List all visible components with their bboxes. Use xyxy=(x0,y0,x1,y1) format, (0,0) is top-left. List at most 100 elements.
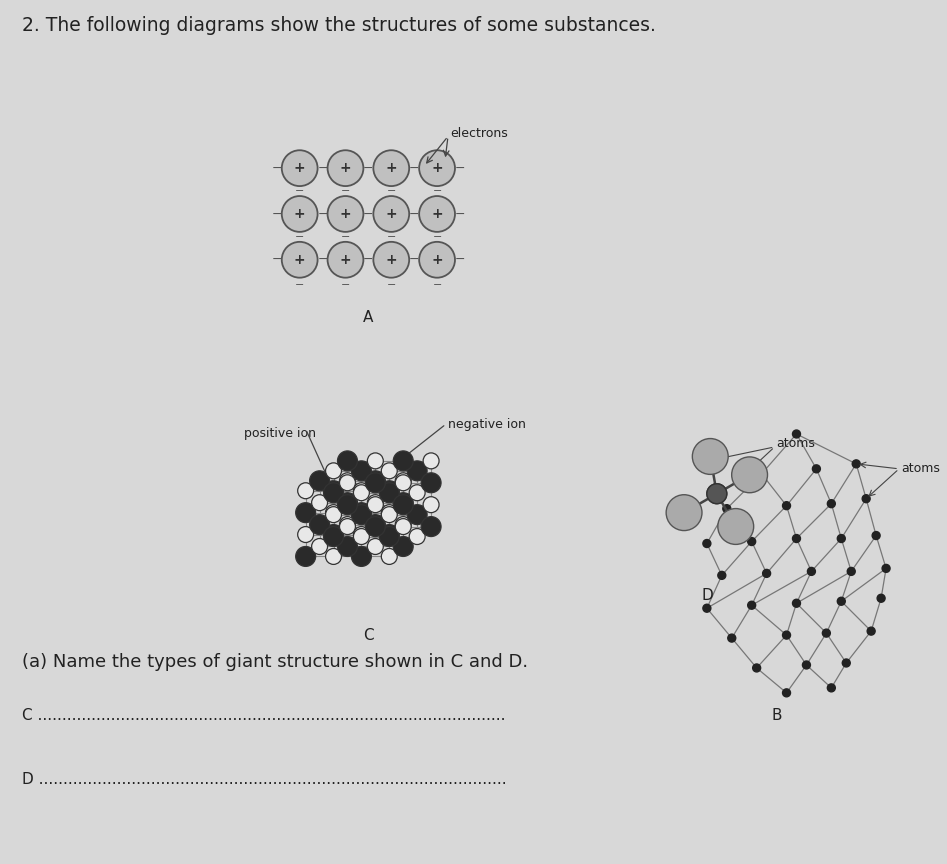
Circle shape xyxy=(828,499,835,508)
Circle shape xyxy=(837,535,846,543)
Circle shape xyxy=(282,242,317,277)
Text: −: − xyxy=(433,232,441,242)
Text: −: − xyxy=(317,253,328,266)
Circle shape xyxy=(782,631,791,639)
Circle shape xyxy=(328,196,364,232)
Circle shape xyxy=(326,463,342,479)
Circle shape xyxy=(395,475,411,491)
Text: +: + xyxy=(340,207,351,221)
Text: (a) Name the types of giant structure shown in C and D.: (a) Name the types of giant structure sh… xyxy=(22,653,528,671)
Circle shape xyxy=(373,150,409,186)
Text: +: + xyxy=(385,253,397,267)
Circle shape xyxy=(703,539,711,548)
Text: −: − xyxy=(386,186,396,196)
Text: +: + xyxy=(385,207,397,221)
Circle shape xyxy=(793,535,800,543)
Text: −: − xyxy=(363,162,374,175)
Text: −: − xyxy=(363,207,374,220)
Text: C: C xyxy=(363,628,374,643)
Circle shape xyxy=(339,517,355,532)
Text: −: − xyxy=(455,162,465,175)
Circle shape xyxy=(423,453,439,469)
Circle shape xyxy=(339,518,355,535)
Circle shape xyxy=(393,492,413,512)
Circle shape xyxy=(421,473,441,492)
Circle shape xyxy=(423,497,439,512)
Circle shape xyxy=(407,461,427,480)
Circle shape xyxy=(748,601,756,609)
Circle shape xyxy=(872,531,880,539)
Circle shape xyxy=(366,471,385,491)
Circle shape xyxy=(822,629,831,637)
Text: atoms: atoms xyxy=(777,437,815,450)
Text: −: − xyxy=(341,280,350,289)
Circle shape xyxy=(409,529,425,544)
Text: −: − xyxy=(386,280,396,289)
Text: −: − xyxy=(317,207,328,220)
Circle shape xyxy=(310,471,330,491)
Circle shape xyxy=(353,529,369,544)
Circle shape xyxy=(324,526,344,547)
Text: atoms: atoms xyxy=(901,462,939,475)
Circle shape xyxy=(380,524,400,544)
Circle shape xyxy=(382,549,397,564)
Circle shape xyxy=(324,483,344,503)
Text: −: − xyxy=(409,207,420,220)
Circle shape xyxy=(337,537,357,556)
Text: −: − xyxy=(455,253,465,266)
Circle shape xyxy=(762,569,771,577)
Circle shape xyxy=(312,538,328,555)
Text: −: − xyxy=(317,162,328,175)
Circle shape xyxy=(382,506,397,523)
Circle shape xyxy=(828,684,835,692)
Circle shape xyxy=(813,465,820,473)
Text: −: − xyxy=(341,232,350,242)
Text: +: + xyxy=(340,162,351,175)
Circle shape xyxy=(367,497,384,512)
Text: +: + xyxy=(294,253,306,267)
Circle shape xyxy=(877,594,885,602)
Text: −: − xyxy=(363,253,374,266)
Circle shape xyxy=(793,600,800,607)
Circle shape xyxy=(353,485,369,501)
Text: A: A xyxy=(364,309,373,325)
Circle shape xyxy=(351,505,371,524)
Circle shape xyxy=(310,515,330,535)
Circle shape xyxy=(282,150,317,186)
Text: D ..............................................................................: D ......................................… xyxy=(22,772,507,787)
Circle shape xyxy=(295,503,315,523)
Circle shape xyxy=(782,502,791,510)
Circle shape xyxy=(706,484,726,504)
Circle shape xyxy=(339,473,355,489)
Circle shape xyxy=(848,568,855,575)
Circle shape xyxy=(862,495,870,503)
Circle shape xyxy=(312,495,328,511)
Circle shape xyxy=(339,475,355,491)
Circle shape xyxy=(395,473,411,489)
Text: −: − xyxy=(455,207,465,220)
Circle shape xyxy=(353,483,369,499)
Circle shape xyxy=(337,495,357,515)
Circle shape xyxy=(337,451,357,471)
Text: +: + xyxy=(431,162,443,175)
Text: negative ion: negative ion xyxy=(448,417,526,430)
Text: D: D xyxy=(701,588,713,603)
Circle shape xyxy=(382,463,397,479)
Circle shape xyxy=(393,495,413,515)
Circle shape xyxy=(366,517,385,537)
Circle shape xyxy=(351,547,371,567)
Text: +: + xyxy=(340,253,351,267)
Text: +: + xyxy=(431,253,443,267)
Circle shape xyxy=(326,549,342,564)
Circle shape xyxy=(420,196,455,232)
Text: −: − xyxy=(295,232,304,242)
Circle shape xyxy=(297,483,313,499)
Circle shape xyxy=(380,526,400,547)
Text: −: − xyxy=(386,232,396,242)
Circle shape xyxy=(842,659,850,667)
Circle shape xyxy=(395,518,411,535)
Circle shape xyxy=(351,503,371,523)
Circle shape xyxy=(703,604,711,613)
Circle shape xyxy=(692,439,728,474)
Circle shape xyxy=(380,483,400,503)
